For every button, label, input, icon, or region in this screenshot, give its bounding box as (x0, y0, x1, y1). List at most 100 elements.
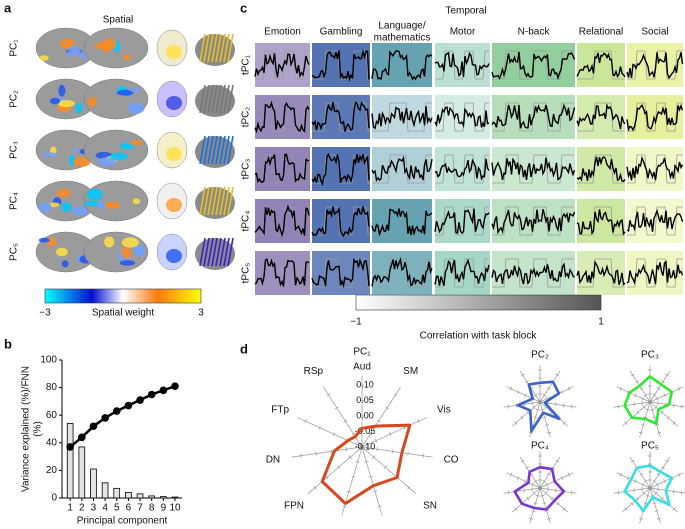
time-course (626, 103, 684, 132)
cerebellum (195, 238, 235, 270)
time-course (311, 49, 370, 82)
task-block (372, 206, 432, 236)
radar-spoke (361, 386, 401, 448)
task-label: Social (641, 27, 668, 38)
radar-axis-label: RSp (304, 366, 324, 377)
fiber (199, 135, 206, 165)
activation-blob (166, 198, 182, 212)
radar-spoke (511, 487, 541, 513)
radar-spoke (361, 446, 417, 494)
radar-tick (304, 419, 307, 424)
radar-tick (533, 416, 538, 419)
time-course (254, 204, 310, 238)
time-course (434, 106, 490, 129)
fiber (199, 186, 206, 216)
radar-tick (392, 449, 394, 454)
x-tick-label: 8 (149, 503, 155, 514)
activation-blob (102, 38, 117, 50)
time-course (491, 209, 576, 235)
radar-tick (368, 432, 373, 436)
bar (101, 482, 109, 499)
cerebellum (195, 136, 235, 168)
task-cell (255, 147, 310, 191)
radar-tick (542, 416, 547, 419)
time-course (626, 52, 684, 80)
activation-blob (121, 237, 139, 248)
fiber (227, 84, 234, 114)
time-course (576, 156, 626, 183)
time-course (311, 206, 370, 238)
colorbar (355, 294, 602, 311)
row-label: PC₁ (9, 39, 20, 57)
task-cell (255, 251, 310, 295)
radar-tick (627, 476, 630, 480)
radar-tick (555, 488, 557, 493)
panel-letter: d (240, 341, 248, 356)
colorbar (44, 288, 202, 304)
activation-blob (38, 237, 50, 243)
radar-spoke (629, 456, 651, 489)
radar-tick (652, 502, 657, 505)
bar (66, 423, 74, 499)
task-block (577, 50, 625, 80)
radar-tick (377, 505, 382, 508)
radar-tick (617, 404, 619, 409)
activation-blob (132, 198, 141, 205)
radar-spoke (649, 472, 684, 489)
radar-tick (531, 487, 533, 492)
radar-tick (531, 401, 533, 406)
radar-tick (531, 510, 536, 512)
radar-profile (623, 464, 674, 513)
task-label: Emotion (264, 27, 301, 38)
radar-tick (560, 390, 563, 394)
fiber (211, 186, 218, 216)
y-tick-label: 0 (51, 493, 57, 504)
fiber (203, 135, 210, 165)
activation-blob (97, 201, 107, 210)
radar-tick-label: 0.00 (356, 410, 374, 420)
activation-blob (87, 188, 103, 201)
x-tick-label: 3 (91, 503, 97, 514)
radar-spoke (539, 487, 551, 524)
time-course (311, 101, 370, 132)
radar-tick (560, 476, 563, 480)
task-block (435, 258, 489, 288)
time-course (311, 152, 370, 187)
radar-tick (422, 453, 425, 458)
radar-spoke (506, 472, 541, 489)
radar-tick-label: 0.05 (356, 395, 374, 405)
radar-tick (571, 404, 573, 409)
radar-tick (656, 431, 662, 434)
time-course (434, 208, 490, 235)
radar-tick (563, 403, 565, 408)
fnn-point (171, 382, 179, 391)
bar (113, 487, 121, 499)
radar-tick (656, 396, 659, 401)
task-cell (372, 251, 432, 295)
radar-spoke (613, 487, 651, 494)
activation-blob (71, 206, 89, 216)
radar-tick (546, 482, 549, 487)
activation-blob (119, 260, 136, 266)
radar-tick (645, 408, 650, 411)
radar-tick (540, 494, 545, 497)
radar-tick (383, 465, 388, 470)
task-cell (577, 43, 625, 87)
time-course (254, 100, 310, 134)
radar-tick (538, 486, 542, 490)
panel-title: Temporal (445, 6, 486, 17)
radar-tick (330, 449, 332, 454)
y-tick-label: 100 (40, 355, 57, 366)
task-block (372, 258, 432, 288)
radar-spoke (649, 487, 661, 524)
radar-tick (520, 373, 525, 377)
radar-tick (665, 373, 670, 377)
cerebellum (195, 187, 235, 219)
radar-tick (528, 517, 534, 520)
radar-tick (355, 460, 360, 463)
time-course (254, 153, 310, 184)
radar-title: PC₁ (353, 347, 371, 358)
radar-tick (376, 419, 381, 423)
radar-tick (630, 373, 635, 377)
bar (136, 493, 144, 499)
